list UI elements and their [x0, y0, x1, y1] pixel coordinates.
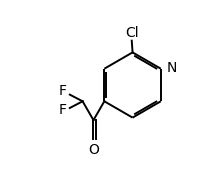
Text: F: F — [59, 84, 66, 98]
Text: N: N — [166, 61, 176, 75]
Text: O: O — [88, 143, 99, 157]
Text: F: F — [59, 103, 66, 117]
Text: Cl: Cl — [125, 26, 139, 40]
